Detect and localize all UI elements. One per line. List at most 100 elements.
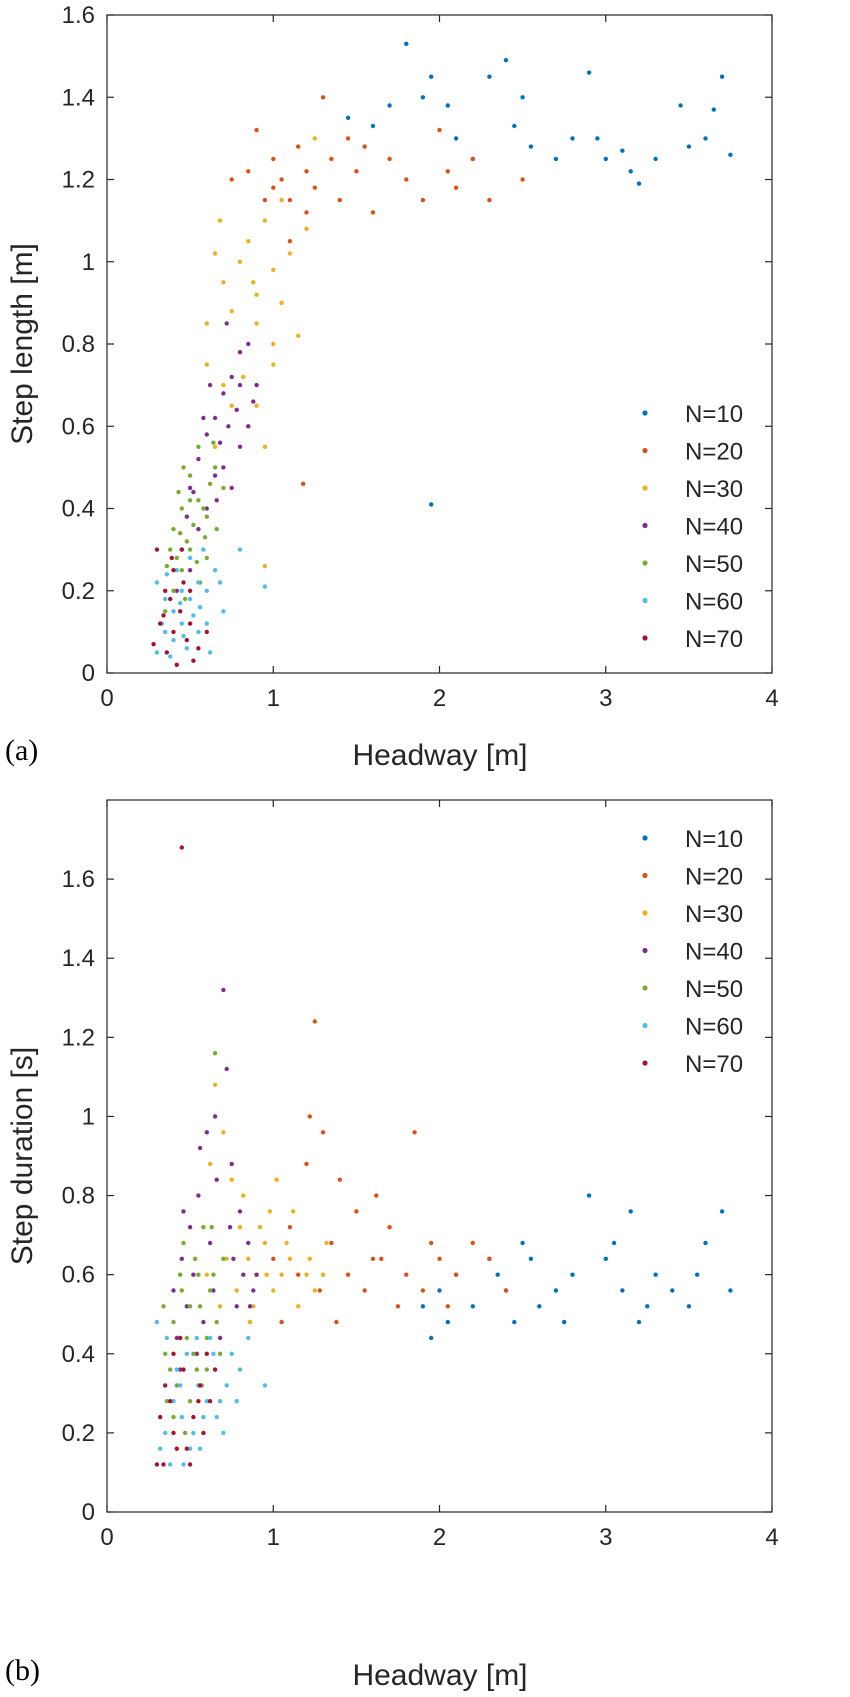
y-tick-label-b: 1.6 [62, 866, 95, 893]
legend-label-n-20: N=20 [685, 439, 743, 466]
point-n-60 [221, 609, 226, 614]
point-n-50 [191, 522, 196, 528]
point-n-30 [251, 1304, 256, 1309]
point-n-20 [370, 1256, 376, 1262]
point-n-10 [553, 1288, 559, 1293]
point-n-70 [187, 588, 193, 593]
point-n-50 [161, 1304, 166, 1309]
point-n-50 [196, 444, 201, 449]
point-n-30 [229, 403, 234, 408]
point-n-50 [179, 568, 184, 573]
point-n-60 [196, 629, 201, 635]
legend-label-n-70: N=70 [685, 626, 743, 653]
point-n-50 [221, 485, 226, 491]
y-tick-label-a: 0.4 [62, 496, 95, 523]
point-n-30 [271, 1288, 276, 1293]
point-n-10 [520, 95, 525, 100]
point-n-70 [169, 555, 174, 561]
point-n-50 [207, 1288, 213, 1293]
point-n-10 [495, 1272, 500, 1277]
point-n-20 [287, 1225, 293, 1230]
point-n-50 [179, 1288, 184, 1293]
point-n-20 [437, 1256, 442, 1262]
point-n-40 [214, 498, 219, 503]
point-n-70 [179, 845, 184, 850]
point-n-20 [453, 185, 459, 190]
point-n-20 [254, 127, 259, 133]
point-n-50 [181, 1240, 186, 1246]
legend-label-n-10: N=10 [685, 826, 743, 853]
point-n-60 [168, 1462, 173, 1467]
point-n-30 [307, 1256, 312, 1262]
point-n-10 [520, 1240, 525, 1246]
point-n-40 [207, 382, 213, 388]
point-n-10 [445, 1319, 450, 1325]
point-n-50 [187, 547, 193, 552]
point-n-60 [171, 1399, 176, 1404]
point-n-60 [187, 596, 193, 602]
point-n-30 [287, 251, 293, 256]
point-n-10 [470, 1304, 475, 1309]
point-n-10 [420, 1304, 426, 1309]
point-n-10 [437, 1288, 442, 1293]
point-n-30 [254, 321, 259, 326]
point-n-10 [453, 136, 459, 141]
point-n-50 [178, 531, 183, 536]
point-n-20 [329, 1240, 334, 1246]
point-n-40 [226, 424, 231, 429]
point-n-40 [191, 1272, 196, 1277]
point-n-30 [251, 280, 256, 285]
point-n-50 [196, 498, 201, 503]
point-n-30 [234, 1288, 239, 1293]
point-n-40 [229, 485, 234, 491]
point-n-70 [174, 1446, 179, 1451]
point-n-10 [670, 1288, 675, 1293]
point-n-50 [182, 1430, 188, 1436]
point-n-30 [212, 1082, 218, 1088]
point-n-30 [279, 197, 284, 203]
point-n-30 [217, 218, 223, 223]
point-n-20 [420, 197, 426, 203]
point-n-20 [301, 481, 306, 486]
point-n-20 [279, 177, 284, 182]
point-n-50 [187, 473, 193, 478]
point-n-10 [570, 1272, 575, 1277]
point-n-50 [221, 1256, 226, 1262]
point-n-50 [179, 506, 184, 511]
point-n-10 [719, 1209, 725, 1214]
point-n-40 [179, 1256, 184, 1262]
point-n-40 [237, 444, 243, 449]
point-n-30 [267, 1209, 273, 1214]
y-tick-label-b: 1.4 [62, 945, 95, 972]
point-n-20 [337, 1177, 342, 1182]
point-n-30 [320, 1272, 326, 1277]
point-n-20 [487, 197, 492, 203]
point-n-60 [163, 629, 168, 635]
point-n-50 [181, 465, 186, 470]
legend-label-n-40: N=40 [685, 939, 743, 966]
point-n-30 [212, 251, 218, 256]
point-n-20 [445, 169, 450, 174]
point-n-50 [182, 596, 188, 602]
point-n-30 [279, 300, 284, 306]
point-n-60 [211, 1351, 216, 1357]
point-n-60 [197, 605, 203, 610]
point-n-20 [337, 197, 342, 203]
point-n-10 [445, 103, 450, 108]
point-n-70 [164, 650, 169, 655]
point-n-50 [171, 1414, 176, 1420]
panel-label-a: (a) [5, 734, 38, 767]
point-n-60 [191, 1430, 196, 1436]
point-n-20 [307, 1114, 312, 1119]
point-n-40 [221, 465, 226, 470]
point-n-60 [201, 1414, 206, 1420]
point-n-20 [304, 169, 309, 174]
point-n-40 [196, 1193, 201, 1198]
point-n-10 [611, 1240, 617, 1246]
points-b [154, 845, 733, 1467]
point-n-20 [362, 1288, 367, 1293]
point-n-60 [204, 1399, 209, 1404]
point-n-50 [202, 535, 208, 540]
point-n-10 [586, 70, 592, 75]
point-n-20 [304, 1161, 309, 1167]
